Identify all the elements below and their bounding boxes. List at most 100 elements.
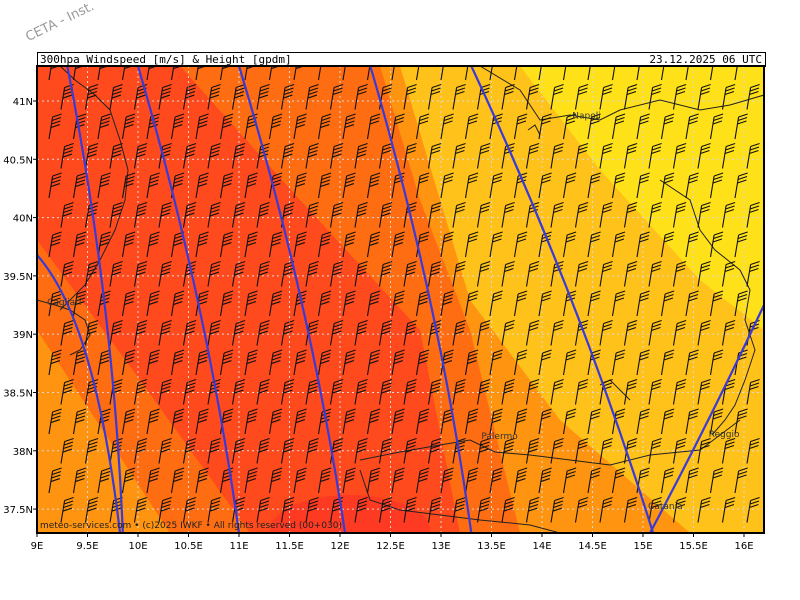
wind-barb — [734, 113, 748, 140]
wind-barb — [427, 201, 442, 228]
wind-barb — [427, 378, 442, 405]
wind-barb — [329, 83, 344, 110]
wind-barb — [721, 201, 736, 228]
wind-barb — [219, 231, 234, 258]
wind-barb — [611, 231, 626, 258]
wind-barb — [709, 408, 724, 435]
wind-barb — [476, 378, 491, 405]
wind-barb — [734, 467, 748, 494]
wind-barb — [48, 467, 62, 494]
wind-barb — [72, 231, 87, 258]
wind-barb — [48, 290, 62, 317]
lat-tick-label: 38N — [13, 447, 33, 458]
wind-barb — [464, 66, 469, 81]
wind-barb — [538, 467, 552, 494]
wind-barb — [317, 467, 332, 494]
wind-barb — [427, 142, 442, 169]
wind-barb — [415, 467, 430, 494]
wind-barb — [636, 349, 650, 376]
wind-barb — [84, 437, 99, 464]
wind-barb — [72, 172, 87, 199]
wind-barb — [219, 172, 234, 199]
wind-barb — [660, 408, 675, 435]
wind-barb — [489, 66, 493, 81]
wind-barb — [195, 231, 209, 258]
wind-barb — [476, 142, 491, 169]
wind-barb — [305, 378, 319, 405]
wind-barb — [158, 201, 172, 228]
wind-barb — [538, 113, 552, 140]
wind-barb — [562, 66, 567, 81]
wind-barb — [721, 319, 736, 346]
wind-barb — [146, 408, 160, 435]
wind-barb — [293, 467, 307, 494]
wind-barb — [60, 142, 74, 169]
lon-tick-label: 13.5E — [477, 541, 506, 552]
wind-barb — [354, 437, 368, 464]
wind-barb — [464, 290, 479, 317]
height-contour — [237, 66, 347, 533]
wind-barb — [342, 66, 346, 81]
wind-barb — [109, 201, 123, 228]
wind-barb — [60, 260, 74, 287]
wind-barb — [427, 437, 442, 464]
wind-barb — [746, 496, 760, 523]
wind-barb — [244, 467, 258, 494]
wind-barb — [685, 467, 699, 494]
wind-barb — [170, 349, 185, 376]
wind-barb — [587, 231, 601, 258]
wind-barb — [452, 260, 466, 287]
wind-barb — [538, 408, 552, 435]
wind-barb — [84, 378, 99, 405]
wind-barb — [391, 66, 395, 81]
wind-barb — [293, 408, 307, 435]
lon-tick-label: 11E — [229, 541, 248, 552]
wind-barb — [427, 83, 442, 110]
wind-barb — [305, 83, 319, 110]
wind-barb — [648, 83, 662, 110]
wind-barb — [599, 142, 613, 169]
wind-barb — [697, 83, 711, 110]
wind-barb — [378, 378, 393, 405]
wind-barb — [207, 437, 221, 464]
wind-barb — [170, 290, 185, 317]
wind-barb — [660, 113, 675, 140]
wind-barb — [550, 142, 564, 169]
wind-barb — [256, 437, 270, 464]
wind-barb — [293, 172, 307, 199]
wind-barb — [452, 201, 466, 228]
wind-barb — [391, 408, 405, 435]
wind-barb — [587, 66, 591, 81]
coastline-segment — [359, 469, 561, 533]
wind-barb — [697, 378, 711, 405]
wind-barb — [133, 201, 148, 228]
wind-barb — [672, 437, 687, 464]
wind-barb — [158, 319, 172, 346]
wind-barb — [133, 319, 148, 346]
wind-barb — [207, 142, 221, 169]
wind-barb — [84, 319, 99, 346]
wind-barb — [660, 66, 665, 81]
wind-barb — [268, 349, 283, 376]
wind-barb — [60, 437, 74, 464]
wind-barb — [623, 496, 638, 523]
wind-barb — [391, 113, 405, 140]
wind-barb — [574, 83, 589, 110]
wind-barb — [636, 231, 650, 258]
wind-barb — [574, 142, 589, 169]
wind-barb — [734, 172, 748, 199]
wind-barb — [256, 496, 270, 523]
wind-barb — [182, 319, 197, 346]
wind-barb — [121, 172, 136, 199]
wind-barb — [513, 408, 528, 435]
wind-barb — [182, 437, 197, 464]
wind-barb — [746, 142, 760, 169]
wind-barb — [611, 467, 626, 494]
wind-barb — [538, 66, 542, 81]
wind-barb — [685, 408, 699, 435]
lat-tick-label: 38.5N — [3, 388, 33, 399]
wind-barb — [574, 260, 589, 287]
wind-barb — [48, 113, 62, 140]
wind-barb — [256, 201, 270, 228]
wind-barb — [672, 378, 687, 405]
